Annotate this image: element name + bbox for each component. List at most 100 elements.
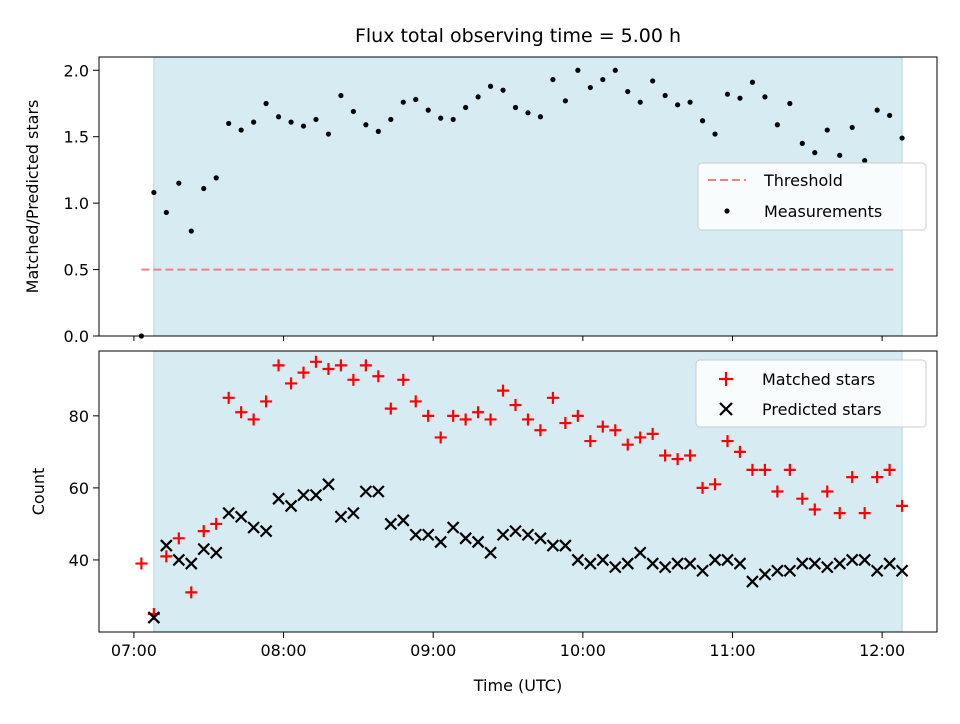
top-measurement-points	[138, 67, 905, 339]
measurement-point	[699, 118, 706, 124]
matched-star-point	[172, 532, 185, 545]
bottom-predicted-points	[147, 478, 909, 624]
measurement-point	[787, 100, 793, 107]
predicted-star-point	[372, 485, 385, 498]
measurement-point	[887, 112, 893, 119]
predicted-star-point	[185, 557, 198, 570]
matched-star-point	[384, 402, 397, 415]
y-tick-label: 40	[69, 551, 89, 570]
matched-star-point	[571, 409, 584, 422]
measurement-point	[637, 99, 643, 105]
measurement-point	[463, 104, 469, 111]
matched-star-point	[821, 485, 834, 498]
measurement-point	[525, 110, 531, 116]
top-legend: Threshold Measurements	[697, 162, 927, 231]
matched-star-point	[709, 478, 722, 491]
measurement-point	[687, 99, 693, 105]
predicted-star-point	[459, 532, 472, 545]
matched-star-point	[447, 409, 460, 422]
matched-star-point	[771, 485, 784, 498]
bottom-plot-panel: 40 60 80 07:00 08:00 09:00 10:00 11:00 12:00 Co…	[29, 350, 938, 695]
matched-star-point	[858, 507, 871, 520]
measurement-point	[612, 67, 618, 73]
matched-star-point	[584, 435, 597, 448]
measurement-point	[438, 115, 444, 121]
matched-star-point	[484, 413, 497, 426]
predicted-star-point	[820, 560, 834, 574]
top-axes-frame	[98, 56, 938, 337]
measurement-point	[625, 88, 631, 95]
matched-star-point	[546, 391, 559, 404]
measurement-point	[749, 79, 756, 85]
measurement-point	[762, 94, 768, 100]
predicted-star-point	[160, 539, 173, 552]
measurement-point	[812, 150, 818, 156]
x-tick-label: 12:00	[859, 641, 905, 660]
matched-star-point	[684, 449, 697, 462]
matched-star-point	[334, 359, 347, 372]
predicted-star-point	[322, 478, 335, 491]
predicted-star-point	[721, 553, 734, 567]
matched-star-point	[659, 449, 672, 462]
bottom-x-axis-ticks: 07:00 08:00 09:00 10:00 11:00 12:00	[111, 632, 905, 660]
measurement-point	[849, 124, 855, 131]
matched-star-point	[247, 413, 260, 426]
matched-star-point	[409, 395, 422, 408]
matched-star-point	[285, 377, 298, 390]
legend-matched-swatch	[719, 372, 733, 386]
matched-star-point	[497, 384, 510, 397]
predicted-star-point	[446, 521, 460, 534]
measurement-point	[650, 78, 656, 84]
measurement-point	[400, 99, 406, 105]
top-y-axis-label: Matched/Predicted stars	[23, 100, 42, 294]
matched-star-point	[634, 431, 647, 444]
matched-star-point	[372, 370, 385, 383]
matched-star-point	[509, 399, 522, 412]
measurement-point	[575, 67, 581, 73]
predicted-star-point	[783, 564, 797, 578]
predicted-star-point	[521, 528, 535, 542]
predicted-star-point	[683, 557, 697, 570]
predicted-star-point	[247, 521, 260, 534]
bottom-y-axis-ticks: 40 60 80	[69, 407, 99, 570]
measurement-point	[213, 175, 219, 181]
predicted-star-point	[384, 517, 398, 531]
legend-predicted-swatch	[719, 402, 733, 416]
measurement-point	[226, 120, 232, 127]
matched-star-point	[671, 453, 684, 466]
predicted-star-point	[471, 535, 485, 549]
predicted-star-point	[297, 488, 310, 502]
predicted-star-point	[534, 532, 547, 545]
matched-star-point	[559, 417, 572, 430]
predicted-star-point	[309, 488, 323, 502]
legend-matched-label: Matched stars	[762, 370, 875, 389]
matched-star-point	[160, 550, 173, 563]
top-legend-box	[697, 162, 927, 231]
predicted-star-point	[758, 568, 772, 581]
measurement-point	[413, 96, 419, 103]
measurement-point	[313, 116, 319, 123]
measurement-point	[824, 127, 830, 133]
predicted-star-point	[484, 546, 497, 560]
predicted-star-point	[796, 557, 809, 570]
measurement-point	[375, 128, 381, 134]
measurement-point	[562, 98, 568, 104]
predicted-star-point	[696, 564, 709, 578]
measurement-point	[275, 114, 282, 120]
measurement-point	[288, 119, 294, 125]
matched-star-point	[808, 503, 821, 516]
matched-star-point	[472, 406, 485, 419]
predicted-star-point	[633, 546, 647, 560]
predicted-star-point	[172, 553, 186, 567]
predicted-star-point	[509, 524, 522, 538]
measurement-point	[450, 116, 456, 123]
measurement-point	[325, 131, 332, 137]
matched-star-point	[197, 525, 210, 538]
measurement-point	[263, 100, 269, 107]
predicted-star-point	[833, 557, 847, 570]
y-tick-label: 1.0	[64, 194, 89, 213]
predicted-star-point	[671, 557, 684, 570]
predicted-star-point	[708, 553, 722, 567]
predicted-star-point	[845, 553, 859, 567]
